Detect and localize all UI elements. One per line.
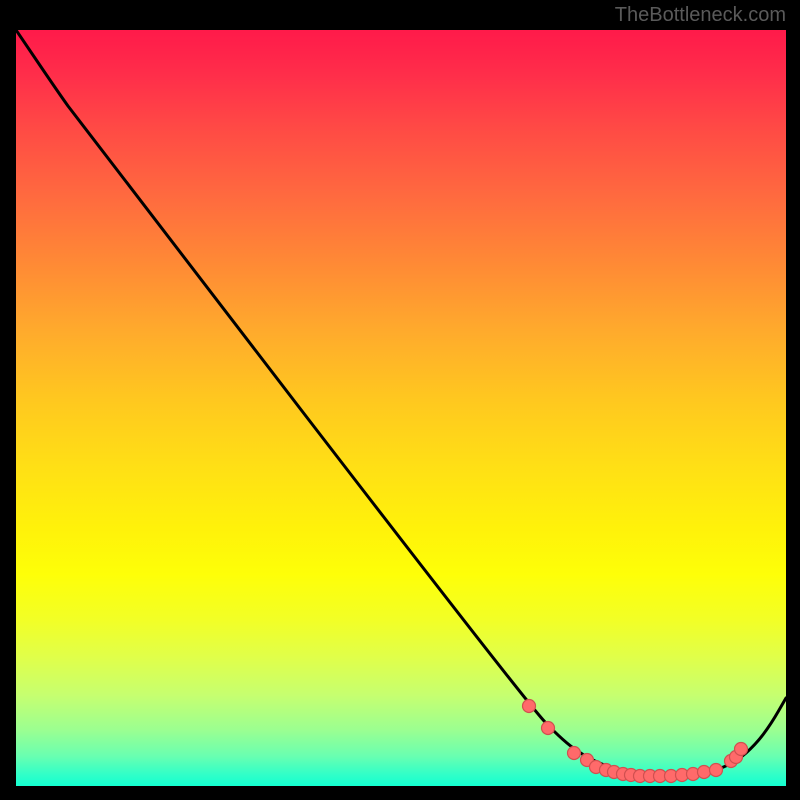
marker-dot bbox=[710, 764, 723, 777]
plot-area bbox=[16, 30, 786, 786]
marker-dot bbox=[568, 747, 581, 760]
marker-group bbox=[523, 700, 748, 783]
bottleneck-curve bbox=[16, 30, 786, 775]
curve-overlay bbox=[16, 30, 786, 786]
marker-dot bbox=[735, 743, 748, 756]
marker-dot bbox=[523, 700, 536, 713]
marker-dot bbox=[698, 766, 711, 779]
marker-dot bbox=[542, 722, 555, 735]
watermark-text: TheBottleneck.com bbox=[615, 4, 786, 27]
